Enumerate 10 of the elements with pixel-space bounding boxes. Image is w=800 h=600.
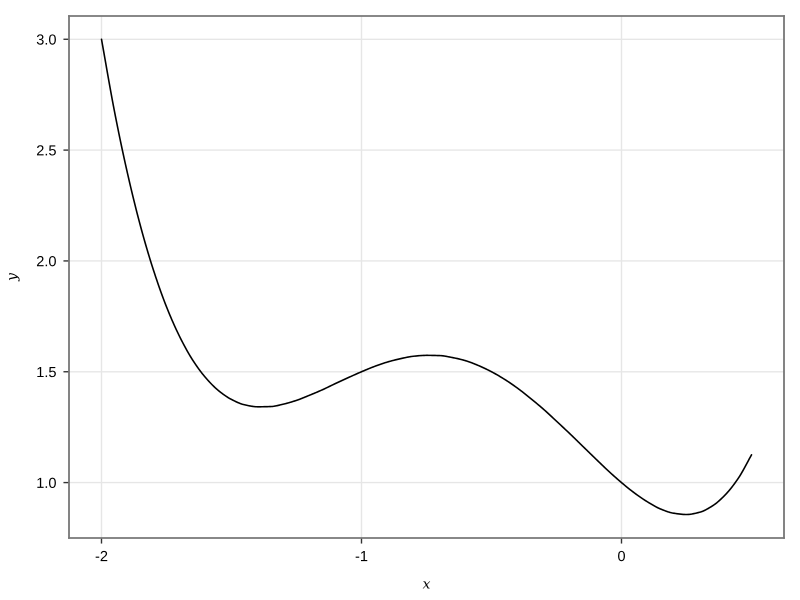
y-tick-label: 1.5 <box>37 367 56 378</box>
y-tick-label: 2.5 <box>36 145 56 156</box>
y-axis-title: y <box>9 272 20 282</box>
x-tick-label: -2 <box>96 550 108 562</box>
y-tick-label: 2.0 <box>36 256 56 266</box>
x-axis-title: x <box>422 581 430 589</box>
x-tick-label: -1 <box>356 551 368 562</box>
y-tick-label: 3.0 <box>36 34 56 45</box>
y-tick-label: 1.0 <box>37 478 56 488</box>
x-tick-label: 0 <box>618 550 625 562</box>
